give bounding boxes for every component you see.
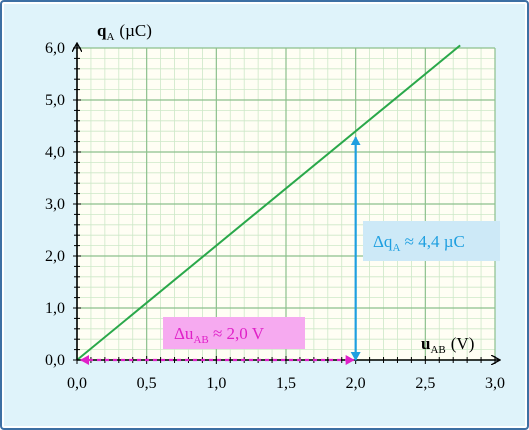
series-line: [76, 44, 461, 361]
dq-label-box: [363, 221, 500, 261]
y-tick-label: 0,0: [45, 352, 65, 369]
dq-label: ΔqA ≈ 4,4 µC: [373, 232, 465, 254]
x-tick-label: 2,0: [346, 375, 366, 392]
series-layer: [76, 44, 461, 361]
y-tick-label: 6,0: [45, 40, 65, 57]
major-grid: [76, 47, 496, 361]
ticks: 0,0 0,5 1,0 1,5 2,0 2,5 3,0 0,0 1,0 2,0 3,0 4,0 5,0 6…: [45, 40, 505, 392]
x-tick-label: 1,0: [206, 375, 226, 392]
x-axis-label: uAB (V): [421, 334, 474, 356]
y-tick-label: 2,0: [45, 248, 65, 265]
y-tick-label: 3,0: [45, 196, 65, 213]
x-tick-label: 0,0: [67, 375, 87, 392]
x-tick-label: 2,5: [415, 375, 435, 392]
y-tick-label: 1,0: [45, 300, 65, 317]
du-label-box: [163, 317, 305, 349]
x-tick-label: 0,5: [137, 375, 157, 392]
x-tick-label: 3,0: [485, 375, 505, 392]
y-tick-label: 4,0: [45, 144, 65, 161]
y-tick-label: 5,0: [45, 92, 65, 109]
annotations: [80, 136, 361, 365]
x-tick-label: 1,5: [276, 375, 296, 392]
y-axis-label: qA (µC): [97, 21, 152, 43]
du-label: ΔuAB ≈ 2,0 V: [174, 324, 265, 346]
